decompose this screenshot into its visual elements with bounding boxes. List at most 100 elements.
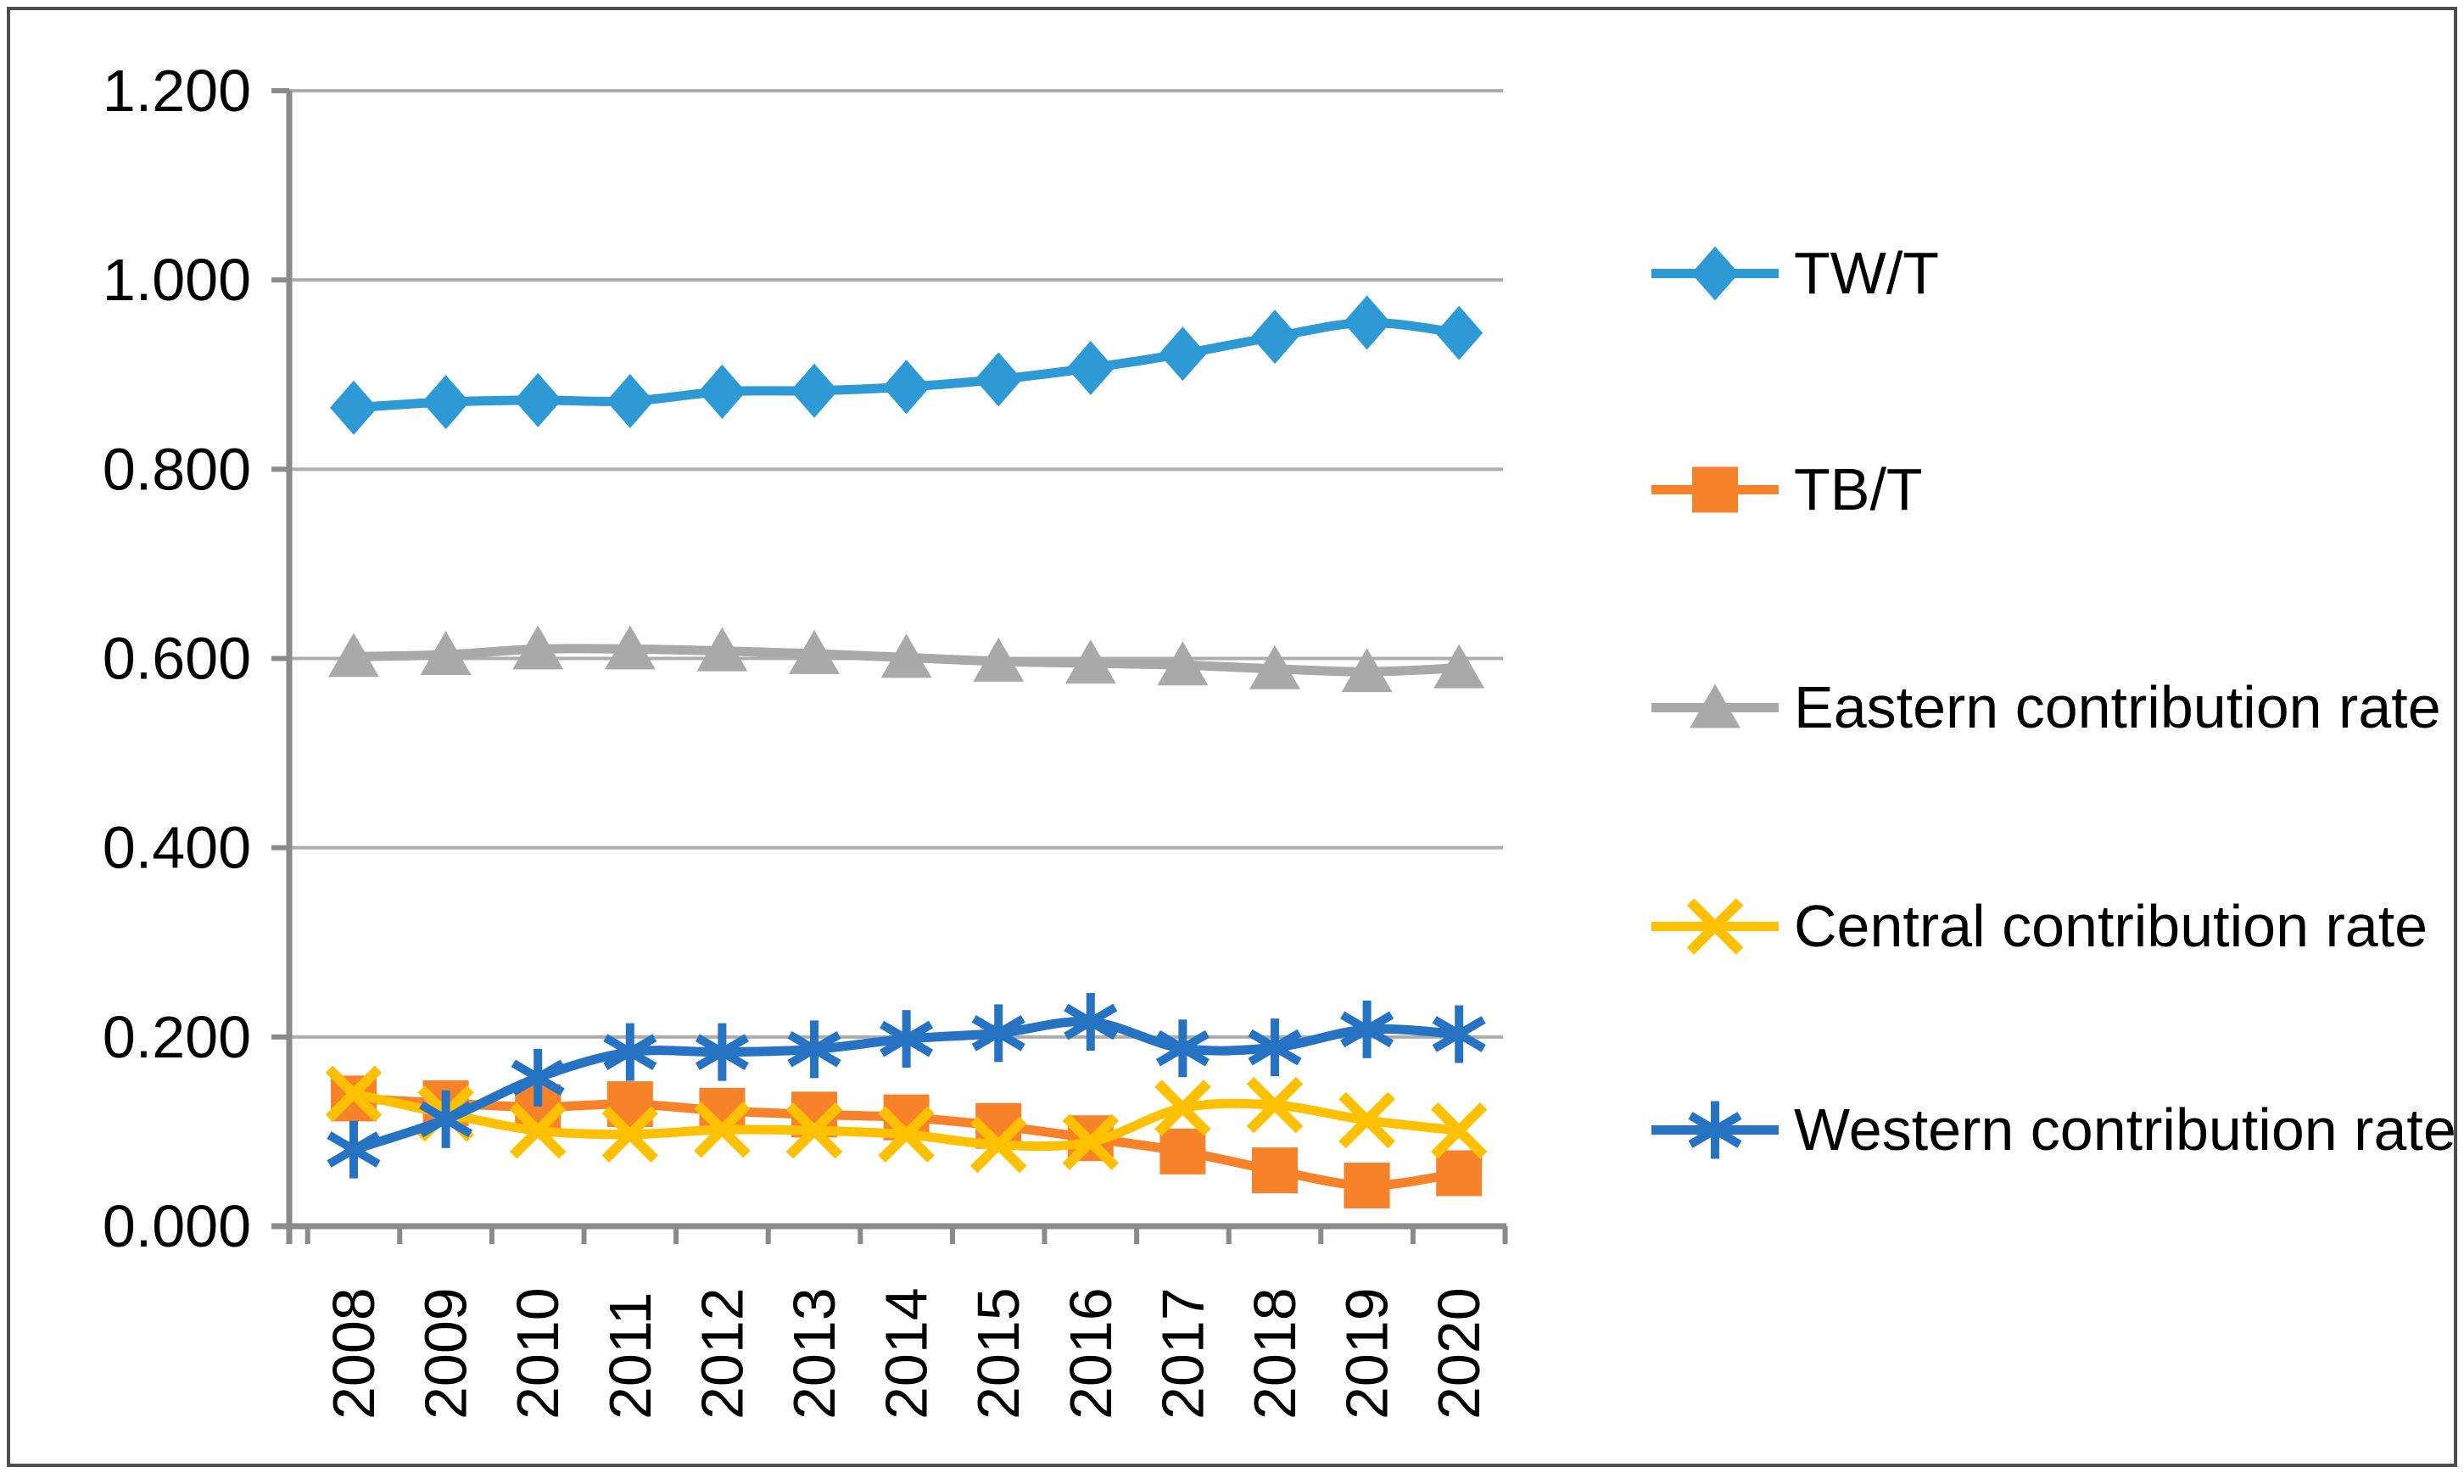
triangle-marker-icon	[328, 633, 379, 678]
x-axis-label: 2013	[781, 1287, 847, 1420]
asterisk-marker-icon	[511, 1059, 565, 1096]
x-axis-label: 2014	[874, 1287, 940, 1420]
x-marker-icon	[1062, 1113, 1120, 1170]
x-marker-icon	[601, 1106, 659, 1163]
diamond-marker-icon	[330, 380, 377, 435]
x-axis-label: 2011	[597, 1292, 663, 1420]
axes	[271, 91, 1506, 1244]
legend-label: Eastern contribution rate	[1794, 674, 2441, 740]
diamond-marker-icon	[606, 373, 654, 428]
asterisk-marker-icon	[1340, 1011, 1394, 1048]
diamond-marker-icon	[514, 372, 562, 427]
x-axis-label: 2018	[1242, 1287, 1308, 1420]
diamond-marker-icon	[791, 363, 838, 418]
triangle-marker-icon	[880, 633, 932, 678]
asterisk-marker-icon	[327, 1131, 381, 1168]
asterisk-marker-icon	[1064, 1003, 1118, 1040]
y-gridlines	[289, 89, 1503, 1039]
triangle-marker-icon	[1433, 644, 1485, 689]
chart-legend: TW/T TB/T Eastern contribution rate Central…	[1651, 10, 2456, 1484]
asterisk-marker-icon	[1688, 1112, 1742, 1148]
y-axis-label: 1.000	[103, 247, 251, 313]
triangle-marker-icon	[1157, 641, 1209, 686]
x-marker-icon	[694, 1101, 751, 1158]
diamond-marker-icon	[698, 364, 746, 419]
x-axis-label: 2016	[1058, 1287, 1124, 1420]
legend-asterisk-marker-icon	[1651, 1101, 1779, 1159]
diamond-marker-icon	[1251, 310, 1299, 365]
y-axis-label: 0.000	[103, 1193, 251, 1259]
triangle-marker-icon	[420, 631, 472, 676]
series-western-contribution-rate	[327, 992, 1486, 1179]
x-marker-icon	[1154, 1080, 1211, 1136]
asterisk-marker-icon	[880, 1020, 934, 1057]
diamond-marker-icon	[975, 352, 1023, 407]
x-axis-label: 2017	[1149, 1287, 1215, 1420]
x-axis-label: 2020	[1426, 1287, 1492, 1420]
asterisk-marker-icon	[603, 1034, 657, 1071]
legend-diamond-marker-icon	[1651, 246, 1779, 301]
diamond-marker-icon	[1435, 305, 1483, 360]
legend-item-eastern-contribution-rate[interactable]: Eastern contribution rate	[1651, 663, 2464, 752]
triangle-marker-icon	[604, 625, 656, 670]
legend-label: TB/T	[1794, 456, 1923, 522]
diamond-marker-icon	[1159, 326, 1207, 382]
diamond-marker-icon	[882, 360, 930, 415]
legend-label: Western contribution rate	[1794, 1096, 2456, 1163]
square-marker-icon	[1159, 1128, 1206, 1174]
legend-item-central-contribution-rate[interactable]: Central contribution rate	[1651, 882, 2464, 971]
legend-x-marker-icon	[1651, 898, 1779, 955]
y-axis-label: 0.600	[103, 626, 251, 692]
asterisk-marker-icon	[787, 1031, 841, 1068]
x-marker-icon	[1246, 1076, 1304, 1134]
y-axis-label: 0.800	[103, 436, 251, 502]
diamond-marker-icon	[1691, 246, 1739, 301]
legend-label: Central contribution rate	[1794, 893, 2428, 959]
y-axis-label: 0.400	[103, 815, 251, 881]
x-axis-label: 2008	[321, 1287, 387, 1420]
asterisk-marker-icon	[971, 1015, 1025, 1052]
square-marker-icon	[1436, 1150, 1483, 1197]
x-axis-label: 2010	[505, 1287, 571, 1420]
triangle-marker-icon	[512, 625, 564, 670]
x-marker-icon	[785, 1102, 843, 1159]
asterisk-marker-icon	[1155, 1029, 1210, 1067]
x-axis-label: 2009	[413, 1287, 479, 1420]
diamond-marker-icon	[1066, 340, 1115, 395]
asterisk-marker-icon	[419, 1101, 473, 1138]
series-twt	[330, 295, 1483, 435]
legend-label: TW/T	[1794, 240, 1940, 306]
x-axis-label: 2019	[1334, 1287, 1400, 1420]
triangle-marker-icon	[1690, 683, 1740, 728]
square-marker-icon	[1252, 1147, 1298, 1194]
triangle-marker-icon	[973, 637, 1025, 682]
triangle-marker-icon	[1064, 639, 1116, 684]
x-axis-label: 2012	[689, 1287, 755, 1420]
y-axis-label: 1.200	[103, 58, 251, 124]
triangle-marker-icon	[789, 629, 840, 674]
x-marker-icon	[1430, 1102, 1488, 1159]
y-axis-label: 0.200	[103, 1004, 251, 1070]
legend-square-marker-icon	[1651, 466, 1779, 513]
x-axis-label: 2015	[965, 1287, 1031, 1420]
triangle-marker-icon	[1249, 644, 1300, 689]
asterisk-marker-icon	[1248, 1029, 1302, 1066]
legend-item-western-contribution-rate[interactable]: Western contribution rate	[1651, 1085, 2464, 1174]
x-marker-icon	[969, 1116, 1027, 1174]
square-marker-icon	[1692, 466, 1738, 513]
triangle-marker-icon	[696, 627, 748, 672]
x-marker-icon	[878, 1106, 935, 1163]
x-marker-icon	[1686, 898, 1744, 955]
diamond-marker-icon	[1343, 295, 1391, 350]
x-marker-icon	[1338, 1091, 1395, 1149]
square-marker-icon	[1344, 1163, 1390, 1209]
asterisk-marker-icon	[1432, 1016, 1486, 1052]
triangle-marker-icon	[1341, 648, 1393, 693]
legend-triangle-marker-icon	[1651, 683, 1779, 728]
legend-item-tbt[interactable]: TB/T	[1651, 445, 2464, 534]
legend-item-twt[interactable]: TW/T	[1651, 229, 2464, 318]
x-axis-ticks: 2008 2009 2010 2011 2012 2013 2014 2015 2016 2017…	[305, 1226, 1508, 1420]
x-marker-icon	[325, 1065, 383, 1123]
